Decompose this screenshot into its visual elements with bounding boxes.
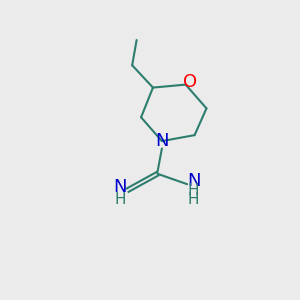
Text: N: N bbox=[187, 172, 200, 190]
Text: N: N bbox=[113, 178, 127, 196]
Text: O: O bbox=[183, 73, 197, 91]
Text: H: H bbox=[188, 183, 200, 198]
Text: N: N bbox=[155, 132, 169, 150]
Text: H: H bbox=[115, 192, 126, 207]
Text: H: H bbox=[188, 192, 200, 207]
